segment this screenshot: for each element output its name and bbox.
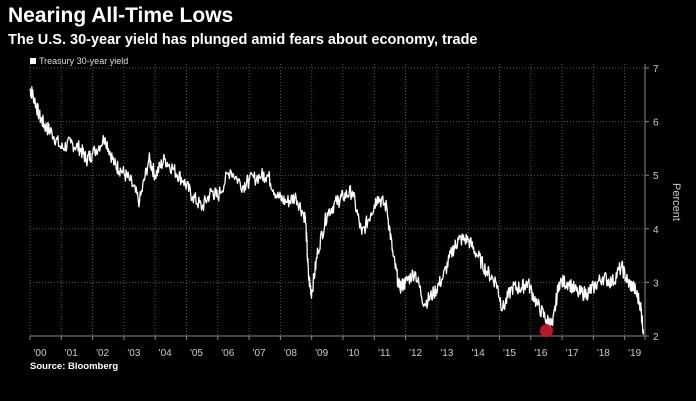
y-tick-label: 7 bbox=[653, 64, 659, 75]
x-tick-label: '15 bbox=[503, 348, 516, 359]
x-tick-label: '05 bbox=[190, 348, 203, 359]
legend-swatch bbox=[30, 58, 36, 64]
y-tick-label: 3 bbox=[653, 278, 659, 289]
chart-title: Nearing All-Time Lows bbox=[8, 4, 234, 27]
source-note: Source: Bloomberg bbox=[30, 361, 119, 372]
x-tick-label: '08 bbox=[284, 348, 297, 359]
y-tick-label: 5 bbox=[653, 171, 659, 182]
x-tick-label: '16 bbox=[534, 348, 547, 359]
x-tick-label: '04 bbox=[159, 348, 172, 359]
y-axis-title: Percent bbox=[670, 183, 682, 221]
x-tick-label: '12 bbox=[409, 348, 422, 359]
x-tick-label: '01 bbox=[65, 348, 78, 359]
legend-label: Treasury 30-year yield bbox=[39, 56, 129, 66]
x-tick-label: '17 bbox=[566, 348, 579, 359]
y-tick-label: 2 bbox=[653, 332, 659, 343]
series-line-treasury-30y bbox=[29, 86, 645, 335]
x-tick-label: '02 bbox=[96, 348, 109, 359]
x-tick-label: '14 bbox=[472, 348, 485, 359]
x-tick-label: '06 bbox=[221, 348, 234, 359]
x-tick-label: '13 bbox=[440, 348, 453, 359]
x-tick-label: '11 bbox=[378, 348, 391, 359]
y-tick-label: 6 bbox=[653, 118, 659, 129]
x-tick-label: '19 bbox=[628, 348, 641, 359]
y-tick-label: 4 bbox=[653, 225, 659, 236]
low-point-marker bbox=[539, 324, 553, 338]
x-tick-label: '07 bbox=[253, 348, 266, 359]
x-tick-label: '00 bbox=[33, 348, 46, 359]
x-tick-label: '03 bbox=[127, 348, 140, 359]
x-tick-label: '18 bbox=[597, 348, 610, 359]
x-tick-label: '10 bbox=[346, 348, 359, 359]
legend: Treasury 30-year yield bbox=[30, 56, 128, 66]
chart-subtitle: The U.S. 30-year yield has plunged amid … bbox=[8, 32, 478, 48]
x-tick-label: '09 bbox=[315, 348, 328, 359]
